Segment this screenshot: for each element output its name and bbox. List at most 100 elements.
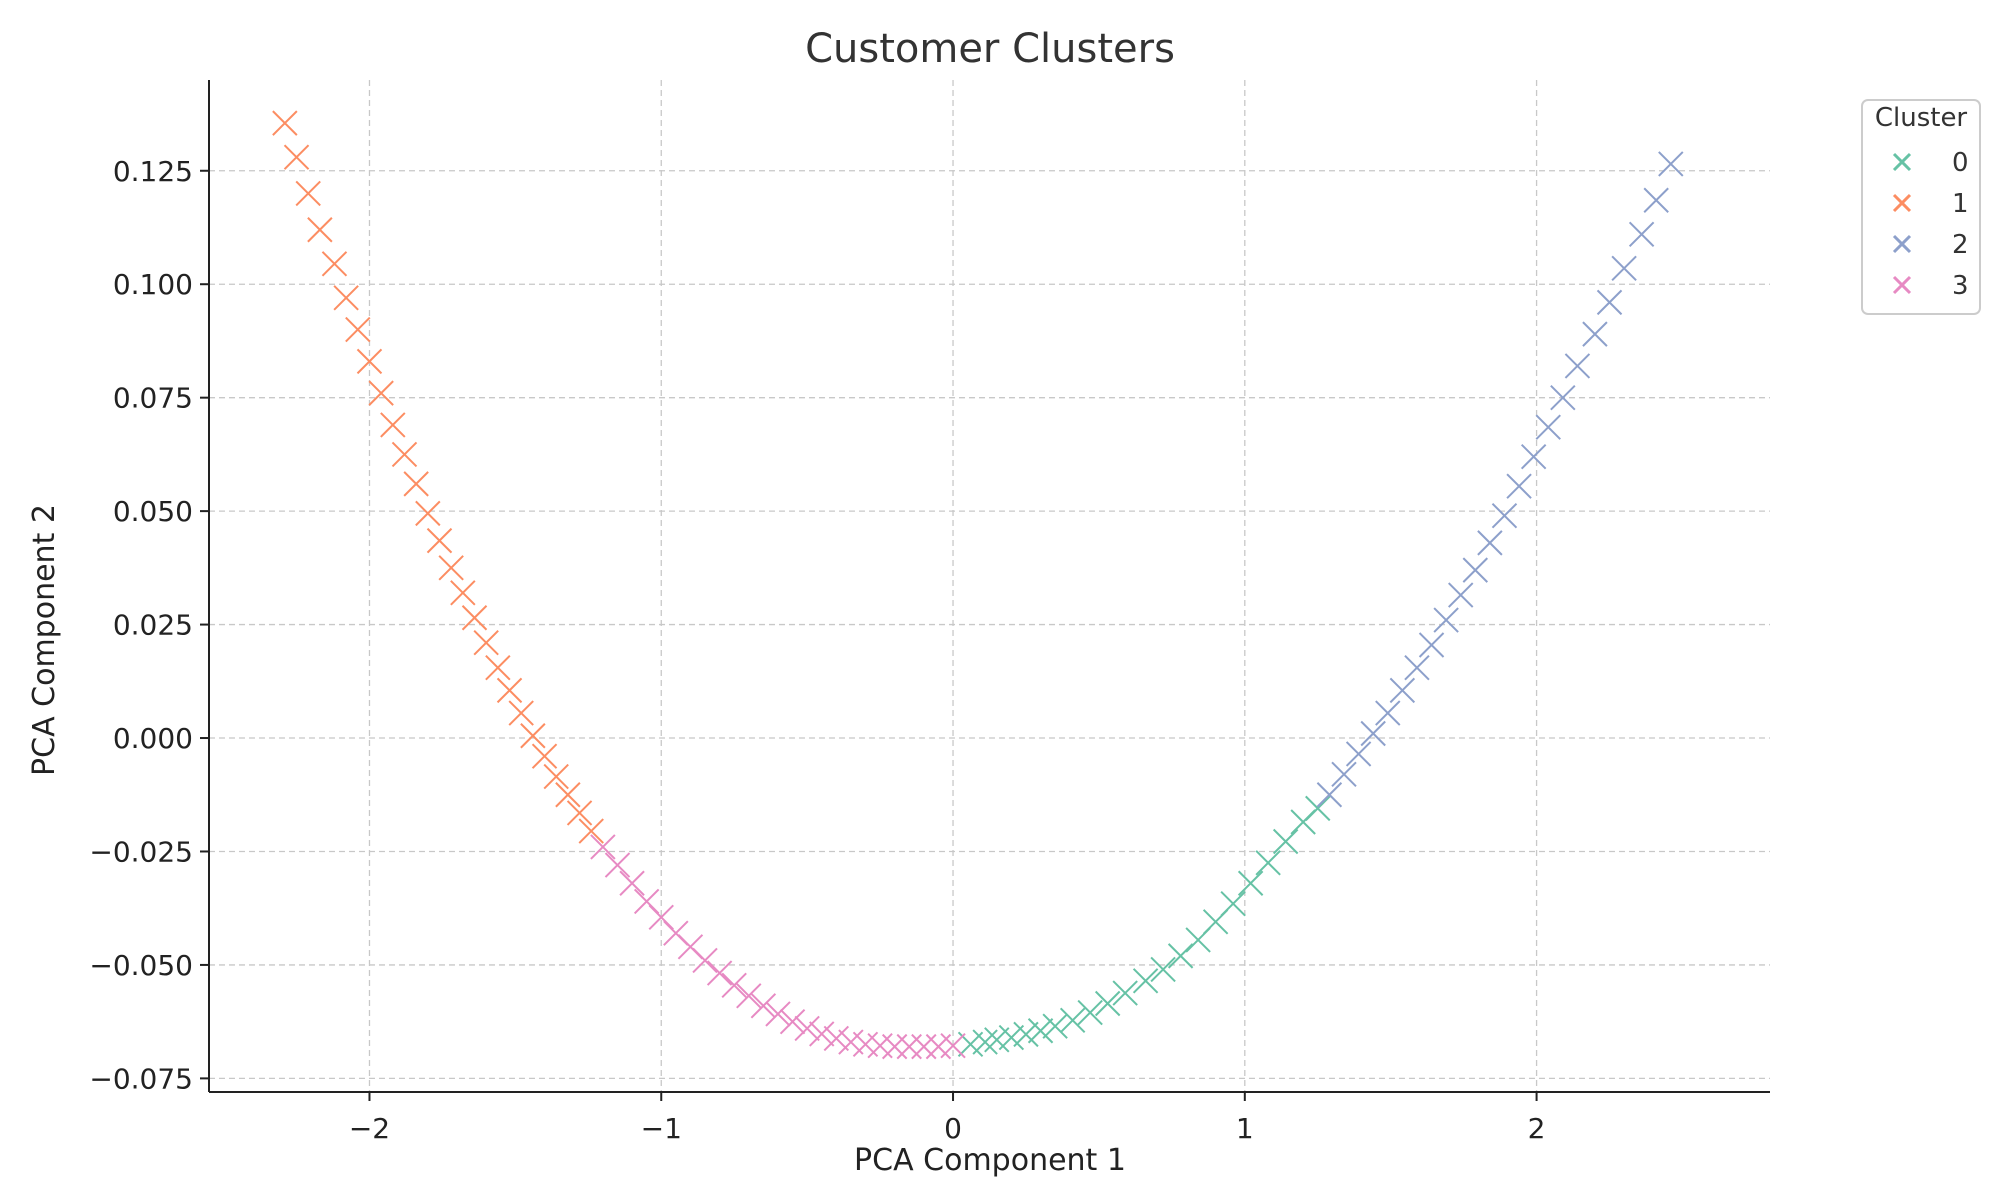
legend-marker-0 xyxy=(1892,152,1912,172)
data-point-cluster-1 xyxy=(508,700,534,726)
data-point-cluster-2 xyxy=(1448,582,1474,608)
y-tick-label: 0.125 xyxy=(113,155,193,188)
data-point-cluster-2 xyxy=(1375,700,1401,726)
data-point-cluster-3 xyxy=(619,870,645,896)
data-point-cluster-1 xyxy=(295,180,321,207)
data-point-cluster-3 xyxy=(604,852,631,878)
data-point-cluster-2 xyxy=(1535,414,1561,440)
y-tick-label: 0.075 xyxy=(113,382,193,415)
legend-marker-3 xyxy=(1892,275,1912,295)
legend-marker-1 xyxy=(1892,193,1912,213)
data-point-cluster-1 xyxy=(450,580,476,606)
y-tick-label: 0.100 xyxy=(113,268,193,301)
data-point-cluster-2 xyxy=(1345,741,1372,767)
data-point-cluster-2 xyxy=(1418,632,1445,658)
y-tick-label: −0.050 xyxy=(89,949,193,982)
data-point-cluster-2 xyxy=(1389,677,1416,704)
data-point-cluster-0 xyxy=(1059,1007,1086,1034)
data-point-cluster-1 xyxy=(520,723,546,749)
y-tick-label: 0.000 xyxy=(113,722,193,755)
data-point-cluster-1 xyxy=(426,527,453,554)
data-point-cluster-2 xyxy=(1506,473,1532,499)
data-point-cluster-1 xyxy=(485,654,511,681)
data-point-cluster-1 xyxy=(391,441,418,468)
y-tick-label: 0.050 xyxy=(113,495,193,528)
data-point-cluster-1 xyxy=(496,677,523,704)
data-point-cluster-3 xyxy=(823,1025,850,1052)
data-point-cluster-1 xyxy=(415,500,441,527)
data-point-cluster-3 xyxy=(765,1001,791,1027)
data-point-cluster-3 xyxy=(721,972,747,999)
y-tick-label: −0.025 xyxy=(89,835,193,868)
legend: Cluster 0 1 2 3 xyxy=(1861,99,1981,315)
data-point-cluster-0 xyxy=(1132,968,1159,994)
data-point-cluster-1 xyxy=(345,316,371,343)
legend-label-3: 3 xyxy=(1952,271,1969,301)
data-point-cluster-0 xyxy=(998,1024,1025,1051)
data-point-cluster-0 xyxy=(1027,1018,1054,1044)
x-tick-label: 2 xyxy=(1528,1112,1546,1145)
data-point-cluster-0 xyxy=(1042,1013,1068,1039)
data-point-cluster-3 xyxy=(590,834,616,860)
data-point-cluster-0 xyxy=(1255,850,1281,876)
data-point-cluster-2 xyxy=(1491,502,1518,529)
points-layer xyxy=(272,110,1684,1060)
data-point-cluster-2 xyxy=(1360,720,1386,747)
legend-marker-2 xyxy=(1892,234,1912,254)
data-point-cluster-1 xyxy=(321,251,348,277)
data-point-cluster-3 xyxy=(809,1021,835,1047)
data-point-cluster-0 xyxy=(1077,999,1103,1026)
data-point-cluster-0 xyxy=(1094,990,1121,1017)
data-point-cluster-2 xyxy=(1628,221,1655,248)
x-axis-label: PCA Component 1 xyxy=(854,1143,1126,1178)
x-tick-label: 0 xyxy=(944,1112,962,1145)
data-point-cluster-3 xyxy=(706,960,733,986)
data-point-cluster-3 xyxy=(750,993,777,1019)
data-point-cluster-1 xyxy=(333,285,359,311)
data-point-cluster-1 xyxy=(368,380,394,406)
data-point-cluster-1 xyxy=(461,605,488,631)
data-point-cluster-3 xyxy=(911,1033,937,1060)
grid-layer xyxy=(209,80,1770,1092)
data-point-cluster-2 xyxy=(1404,654,1430,681)
data-point-cluster-1 xyxy=(307,217,333,243)
legend-title: Cluster xyxy=(1875,103,1968,133)
legend-items: 0 1 2 3 xyxy=(1892,148,1969,301)
data-point-cluster-2 xyxy=(1477,530,1503,556)
legend-label-2: 2 xyxy=(1952,230,1969,260)
data-point-cluster-3 xyxy=(794,1015,820,1042)
chart-title: Customer Clusters xyxy=(805,26,1175,72)
x-tick-label: 1 xyxy=(1236,1112,1254,1145)
data-point-cluster-0 xyxy=(1013,1021,1039,1048)
x-tick-label: −1 xyxy=(641,1112,682,1145)
ticks-layer: −2 −1 0 1 2 −0.075 −0.050 −0.025 0.000 0.025 0.050… xyxy=(89,155,1545,1145)
data-point-cluster-2 xyxy=(1643,187,1669,213)
data-point-cluster-2 xyxy=(1564,353,1591,379)
data-point-cluster-0 xyxy=(1237,870,1264,896)
data-point-cluster-0 xyxy=(1150,956,1176,983)
data-point-cluster-0 xyxy=(1167,943,1194,969)
data-point-cluster-1 xyxy=(578,818,604,844)
data-point-cluster-2 xyxy=(1433,607,1459,633)
data-point-cluster-2 xyxy=(1582,321,1608,347)
legend-label-1: 1 xyxy=(1952,189,1969,219)
data-point-cluster-3 xyxy=(896,1033,922,1060)
data-point-cluster-1 xyxy=(403,471,429,497)
data-point-cluster-0 xyxy=(1220,890,1246,917)
data-point-cluster-1 xyxy=(356,348,383,375)
data-point-cluster-3 xyxy=(736,983,762,1009)
legend-label-0: 0 xyxy=(1952,148,1969,178)
data-point-cluster-0 xyxy=(1305,795,1331,822)
data-point-cluster-2 xyxy=(1550,384,1576,411)
data-point-cluster-2 xyxy=(1462,557,1489,583)
x-tick-label: −2 xyxy=(349,1112,390,1145)
data-point-cluster-1 xyxy=(283,144,310,170)
data-point-cluster-1 xyxy=(566,800,593,826)
y-tick-label: −0.075 xyxy=(89,1062,193,1095)
data-point-cluster-3 xyxy=(940,1033,966,1059)
y-axis-label: PCA Component 2 xyxy=(27,504,62,776)
data-point-cluster-1 xyxy=(380,412,406,438)
data-point-cluster-1 xyxy=(555,782,581,808)
